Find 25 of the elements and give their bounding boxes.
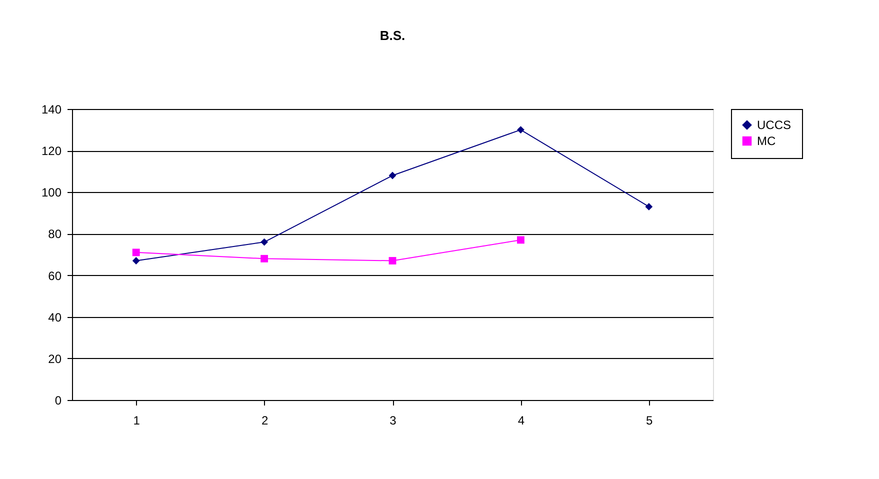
point [645,202,653,210]
x-tick-label: 1 [133,414,140,428]
point [260,254,268,262]
point [132,248,140,256]
y-tick-label: 0 [54,394,62,408]
point [516,126,524,134]
x-tick-label: 4 [518,414,525,428]
point [516,236,524,244]
x-tick-label: 3 [390,414,397,428]
point [260,238,268,246]
y-tick-label: 140 [41,102,62,116]
point [132,257,140,264]
point [388,172,396,180]
x-tick-label: 5 [646,414,654,428]
legend-label: UCCS [757,118,792,132]
point [388,257,396,264]
y-tick-label: 100 [41,186,62,200]
chart-title: B.S. [380,28,406,43]
x-tick-label: 2 [261,414,268,428]
y-tick-label: 20 [48,352,62,366]
y-tick-label: 60 [48,268,62,283]
y-tick-label: 80 [48,227,62,242]
legend-label: MC [757,134,776,148]
y-tick-label: 40 [48,310,62,324]
y-tick-label: 120 [41,144,62,158]
